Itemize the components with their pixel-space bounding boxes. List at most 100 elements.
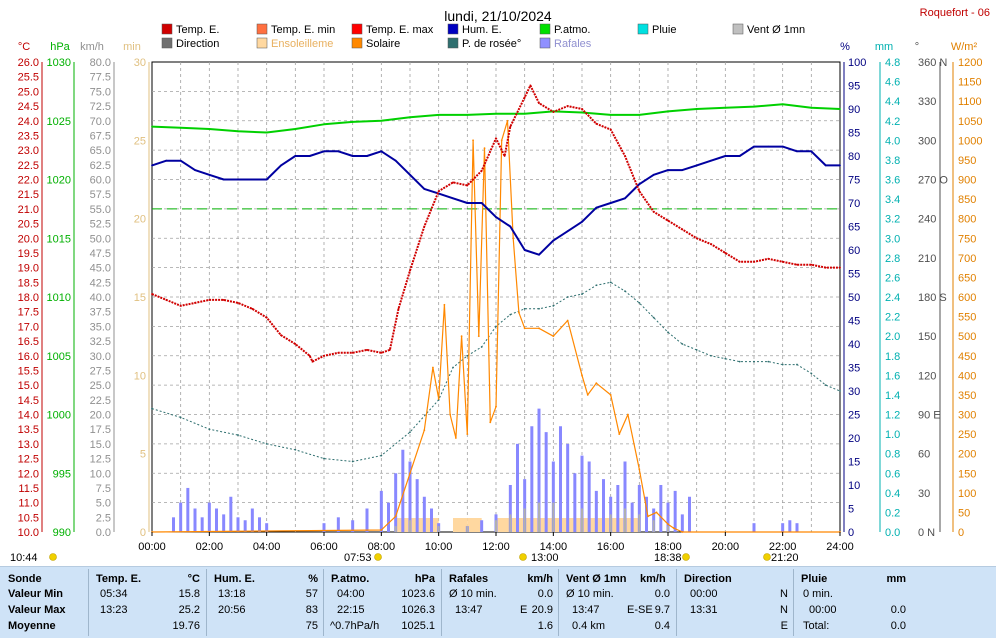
column-divider [793, 569, 794, 636]
solar-line-point [552, 335, 555, 338]
rafales-max-dir: E [520, 604, 528, 616]
legend-label: P.atmo. [554, 24, 591, 36]
moonrise-icon [49, 553, 57, 561]
solar-line-point [647, 515, 649, 518]
wind-tick-label: 2.5 [96, 512, 111, 524]
legend-swatch-icon [637, 23, 649, 35]
dew-point-line-point [810, 372, 813, 375]
humidity-tick-label: 60 [848, 245, 860, 257]
temperature-line-point [538, 102, 540, 105]
sunshine-tick-label: 5 [140, 449, 146, 461]
legend-label: Ensoleilleme [271, 38, 333, 50]
pressure-line-point [781, 103, 784, 106]
temperature-line-point [667, 219, 669, 222]
temp-tick-label: 22.5 [18, 160, 39, 172]
time-tick-label: 14:00 [540, 541, 568, 553]
solar-tick-label: 400 [958, 370, 976, 382]
direction-tick-label: 30 [918, 488, 930, 500]
header-hum-unit: % [308, 573, 318, 585]
time-tick-label: 16:00 [597, 541, 625, 553]
solar-tick-label: 900 [958, 175, 976, 187]
solar-line-point [672, 527, 675, 529]
temp-tick-label: 13.5 [18, 424, 39, 436]
header-vent-unit: km/h [640, 573, 666, 585]
pressure-line-point [695, 108, 698, 110]
pressure-line-point [409, 116, 411, 119]
temperature-line-point [222, 299, 225, 301]
pluie-max-time: 00:00 [809, 604, 837, 616]
legend-label: Pluie [652, 24, 676, 36]
dew-point-line-point [566, 296, 569, 298]
dew-point-line-point [409, 431, 411, 434]
temp-tick-label: 26.0 [18, 57, 39, 69]
pressure-line-point [208, 128, 211, 130]
legend-label: P. de rosée° [462, 38, 521, 50]
wind-tick-label: 55.0 [90, 204, 111, 216]
pressure-tick-label: 990 [53, 527, 71, 539]
humidity-line-point [151, 164, 153, 167]
wind-tick-label: 65.0 [90, 145, 111, 157]
humidity-line-point [595, 206, 598, 209]
rafales-max-time: 13:47 [455, 604, 483, 616]
solar-line [151, 120, 840, 533]
humidity-tick-label: 10 [848, 480, 860, 492]
humidity-line-point [667, 169, 669, 172]
rain-tick-label: 2.0 [885, 331, 900, 343]
temperature-line-point [452, 181, 454, 184]
dew-point-line-point [753, 360, 755, 363]
humidity-tick-label: 45 [848, 316, 860, 328]
solar-line-point [681, 531, 684, 533]
time-tick-label: 08:00 [368, 541, 396, 553]
temp-tick-label: 24.0 [18, 116, 39, 128]
header-pluie-unit: mm [886, 573, 906, 585]
wind-tick-label: 30.0 [90, 351, 111, 363]
humidity-line-point [796, 150, 798, 153]
solar-line-point [394, 515, 397, 518]
legend-swatch-icon [539, 37, 551, 49]
chart-title: lundi, 21/10/2024 [444, 8, 552, 24]
vent-min-value: 0.0 [654, 588, 670, 600]
wind-tick-label: 75.0 [90, 86, 111, 98]
pressure-line-point [466, 113, 469, 116]
dew-point-line-point [552, 304, 555, 307]
pressure-line-point [495, 112, 497, 115]
header-temp: Temp. E. [96, 573, 142, 585]
temperature-line-point [397, 307, 400, 310]
wind-tick-label: 67.5 [90, 130, 111, 142]
solar-tick-label: 700 [958, 253, 976, 265]
time-tick-label: 20:00 [712, 541, 740, 553]
solar-tick-label: 500 [958, 331, 976, 343]
humidity-line-point [194, 169, 196, 172]
rain-tick-label: 1.4 [885, 390, 900, 402]
legend-label: Direction [176, 38, 219, 50]
temperature-line-point [280, 334, 282, 337]
temperature-line-point [724, 252, 727, 254]
temperature-line-point [681, 228, 684, 231]
wind-tick-label: 80.0 [90, 57, 111, 69]
humidity-line-point [366, 155, 368, 157]
header-patmo-unit: hPa [414, 573, 435, 585]
patmo-trend-label: ^0.7hPa/h [330, 620, 380, 632]
temperature-line-point [581, 108, 583, 110]
direction-max-time: 13:31 [690, 604, 718, 616]
temp-tick-label: 10.0 [18, 527, 39, 539]
pressure-tick-label: 1020 [47, 175, 71, 187]
temp-tick-label: 16.0 [18, 351, 39, 363]
humidity-line-point [738, 155, 741, 157]
time-tick-label: 00:00 [138, 541, 166, 553]
temperature-line-point [595, 122, 598, 125]
wind-tick-label: 47.5 [90, 248, 111, 260]
temp-tick-label: 14.0 [18, 410, 39, 422]
wind-tick-label: 25.0 [90, 380, 111, 392]
sunshine-unit-label: min [123, 41, 141, 53]
temp-tick-label: 21.0 [18, 204, 39, 216]
humidity-line-point [179, 159, 182, 162]
dew-point-line-point [724, 357, 727, 360]
column-divider [558, 569, 559, 636]
legend-label: Solaire [366, 38, 400, 50]
legend-label: Temp. E. min [271, 24, 335, 36]
pluie-max-value: 0.0 [890, 604, 906, 616]
pressure-line-point [810, 106, 813, 109]
humidity-tick-label: 35 [848, 363, 860, 375]
humidity-line-point [624, 197, 626, 200]
